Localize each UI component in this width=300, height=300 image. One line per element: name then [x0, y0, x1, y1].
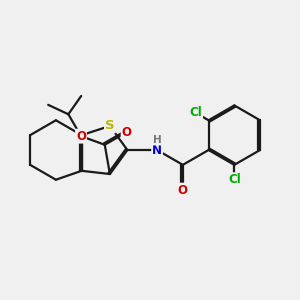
- Text: O: O: [178, 184, 188, 196]
- Text: O: O: [122, 126, 132, 139]
- Text: H: H: [153, 135, 161, 145]
- Text: N: N: [152, 143, 162, 157]
- Text: S: S: [105, 119, 115, 133]
- Text: Cl: Cl: [189, 106, 202, 119]
- Text: O: O: [76, 130, 86, 142]
- Text: Cl: Cl: [228, 173, 241, 186]
